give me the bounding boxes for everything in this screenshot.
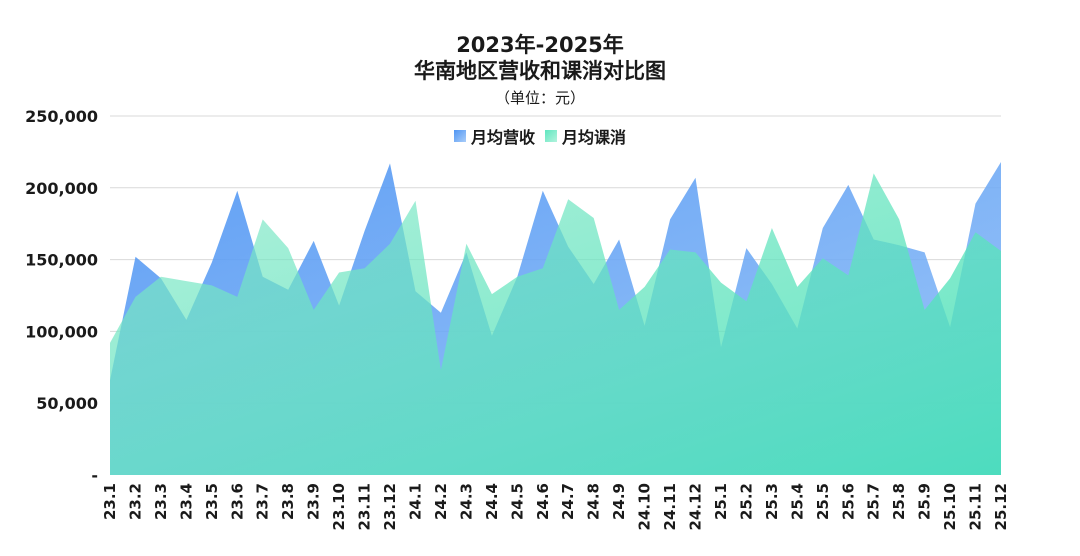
x-tick-label: 23.11 (356, 483, 374, 530)
x-tick-label: 23.5 (203, 483, 221, 520)
legend-item-consumption[interactable]: 月均课消 (545, 124, 626, 148)
x-tick-label: 23.6 (228, 483, 246, 520)
y-tick-label: 100,000 (25, 322, 98, 341)
x-tick-label: 25.12 (992, 483, 1010, 530)
x-tick-label: 25.4 (788, 483, 806, 520)
x-tick-label: 23.10 (330, 483, 348, 530)
x-tick-label: 24.11 (661, 483, 679, 530)
chart-title-line1: 2023年-2025年 (456, 33, 624, 57)
area-consumption (110, 173, 1001, 475)
x-tick-label: 23.3 (152, 483, 170, 520)
y-tick-label: 250,000 (25, 107, 98, 126)
chart-unit-subtitle: （单位：元） (494, 89, 585, 107)
x-tick-label: 24.1 (407, 483, 425, 520)
x-tick-label: 24.3 (457, 483, 475, 520)
x-tick-label: 24.9 (610, 483, 628, 520)
y-tick-label: - (91, 466, 98, 485)
x-tick-label: 25.8 (890, 483, 908, 520)
x-axis: 23.1 23.2 23.3 23.4 23.5 23.6 23.7 23.8 23.9 23.1… (101, 483, 1010, 530)
x-tick-label: 24.8 (585, 483, 603, 520)
x-tick-label: 24.10 (636, 483, 654, 530)
x-tick-label: 24.5 (508, 483, 526, 520)
x-tick-label: 23.1 (101, 483, 119, 520)
x-tick-label: 25.9 (916, 483, 934, 520)
x-tick-label: 23.2 (127, 483, 145, 520)
x-tick-label: 23.12 (381, 483, 399, 530)
chart-legend: 月均营收 月均课消 (0, 124, 1080, 148)
legend-swatch-revenue (453, 130, 466, 142)
legend-swatch-consumption (545, 130, 557, 142)
legend-label-consumption: 月均课消 (562, 128, 627, 147)
x-tick-label: 23.7 (254, 483, 272, 520)
x-tick-label: 23.4 (177, 483, 195, 520)
y-tick-label: 50,000 (36, 394, 98, 413)
x-tick-label: 24.7 (559, 483, 577, 520)
x-tick-label: 25.5 (814, 483, 832, 520)
x-tick-label: 24.6 (534, 483, 552, 520)
x-tick-label: 25.1 (712, 483, 730, 520)
x-tick-label: 25.10 (941, 483, 959, 530)
y-tick-label: 150,000 (25, 251, 98, 270)
x-tick-label: 25.7 (865, 483, 883, 520)
x-tick-label: 24.2 (432, 483, 450, 520)
chart-areas (110, 162, 1001, 475)
x-tick-label: 25.3 (763, 483, 781, 520)
x-tick-label: 23.8 (279, 483, 297, 520)
y-axis: - 50,000 100,000 150,000 200,000 250,000 (25, 107, 98, 485)
x-tick-label: 25.2 (737, 483, 755, 520)
x-tick-label: 24.12 (687, 483, 705, 530)
x-tick-label: 24.4 (483, 483, 501, 520)
chart-title-line2: 华南地区营收和课消对比图 (414, 59, 666, 83)
legend-label-revenue: 月均营收 (470, 128, 535, 147)
x-tick-label: 25.11 (967, 483, 985, 530)
x-tick-label: 23.9 (305, 483, 323, 520)
legend-item-revenue[interactable]: 月均营收 (453, 124, 535, 148)
x-tick-label: 25.6 (839, 483, 857, 520)
y-tick-label: 200,000 (25, 179, 98, 198)
